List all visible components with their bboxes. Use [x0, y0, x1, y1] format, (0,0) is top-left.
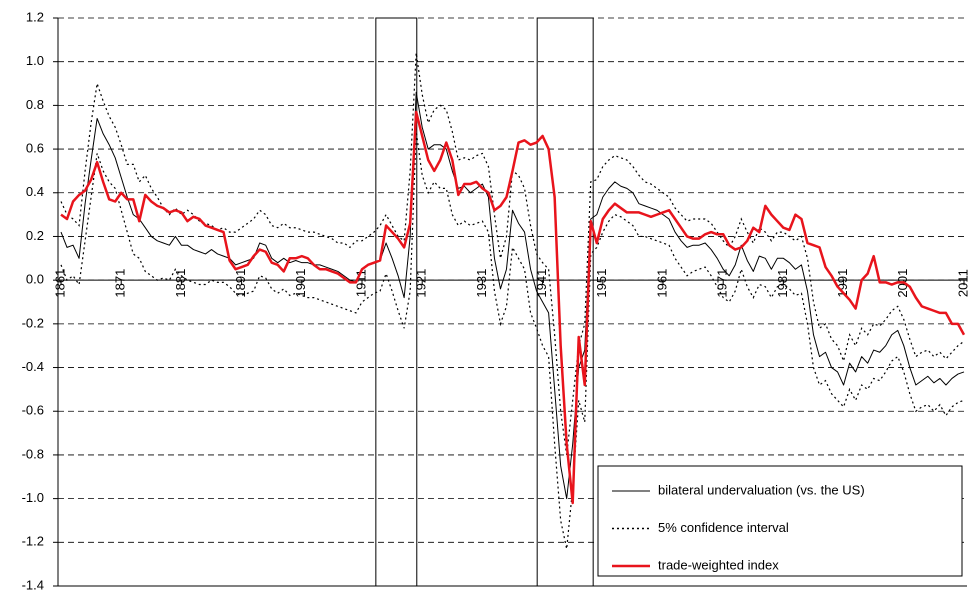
y-tick-label: 0.2 [26, 228, 44, 243]
y-tick-label: 0.8 [26, 97, 44, 112]
confidence-line [60, 52, 965, 456]
x-tick-label: 1981 [775, 269, 790, 298]
x-tick-label: 1991 [835, 269, 850, 298]
y-tick-label: -1.2 [22, 534, 44, 549]
legend-label: 5% confidence interval [658, 520, 789, 535]
y-tick-label: -1.0 [22, 490, 44, 505]
confidence-line [60, 131, 965, 549]
y-tick-label: 1.0 [26, 53, 44, 68]
x-tick-label: 2011 [955, 269, 970, 297]
y-tick-label: 0.6 [26, 141, 44, 156]
x-tick-label: 1961 [654, 269, 669, 298]
period-box [375, 17, 418, 587]
y-tick-label: -0.6 [22, 403, 44, 418]
y-tick-label: 0.0 [26, 272, 44, 287]
x-tick-label: 1941 [534, 269, 549, 298]
x-tick-label: 1971 [715, 269, 730, 298]
x-tick-label: 1921 [414, 269, 429, 298]
x-tick-label: 1951 [594, 269, 609, 298]
y-tick-label: -0.2 [22, 315, 44, 330]
x-tick-label: 1911 [353, 269, 368, 297]
period-box [536, 17, 594, 587]
legend-label: bilateral undervaluation (vs. the US) [658, 482, 865, 497]
y-tick-label: 1.2 [26, 9, 44, 24]
legend: bilateral undervaluation (vs. the US) 5% … [597, 465, 963, 577]
y-tick-label: -0.4 [22, 359, 44, 374]
x-tick-label: 1931 [474, 269, 489, 298]
x-tick-label: 1881 [173, 269, 188, 298]
series-line [60, 110, 966, 505]
x-tick-label: 1871 [113, 269, 128, 298]
series-line [60, 91, 965, 500]
y-tick-label: -0.8 [22, 446, 44, 461]
x-tick-label: 1861 [52, 269, 67, 298]
y-tick-label: 0.4 [26, 184, 44, 199]
x-tick-label: 1901 [293, 269, 308, 298]
y-tick-label: -1.4 [22, 577, 44, 591]
legend-box [597, 465, 963, 577]
x-tick-label: 1891 [233, 269, 248, 298]
legend-label: trade-weighted index [658, 557, 779, 572]
